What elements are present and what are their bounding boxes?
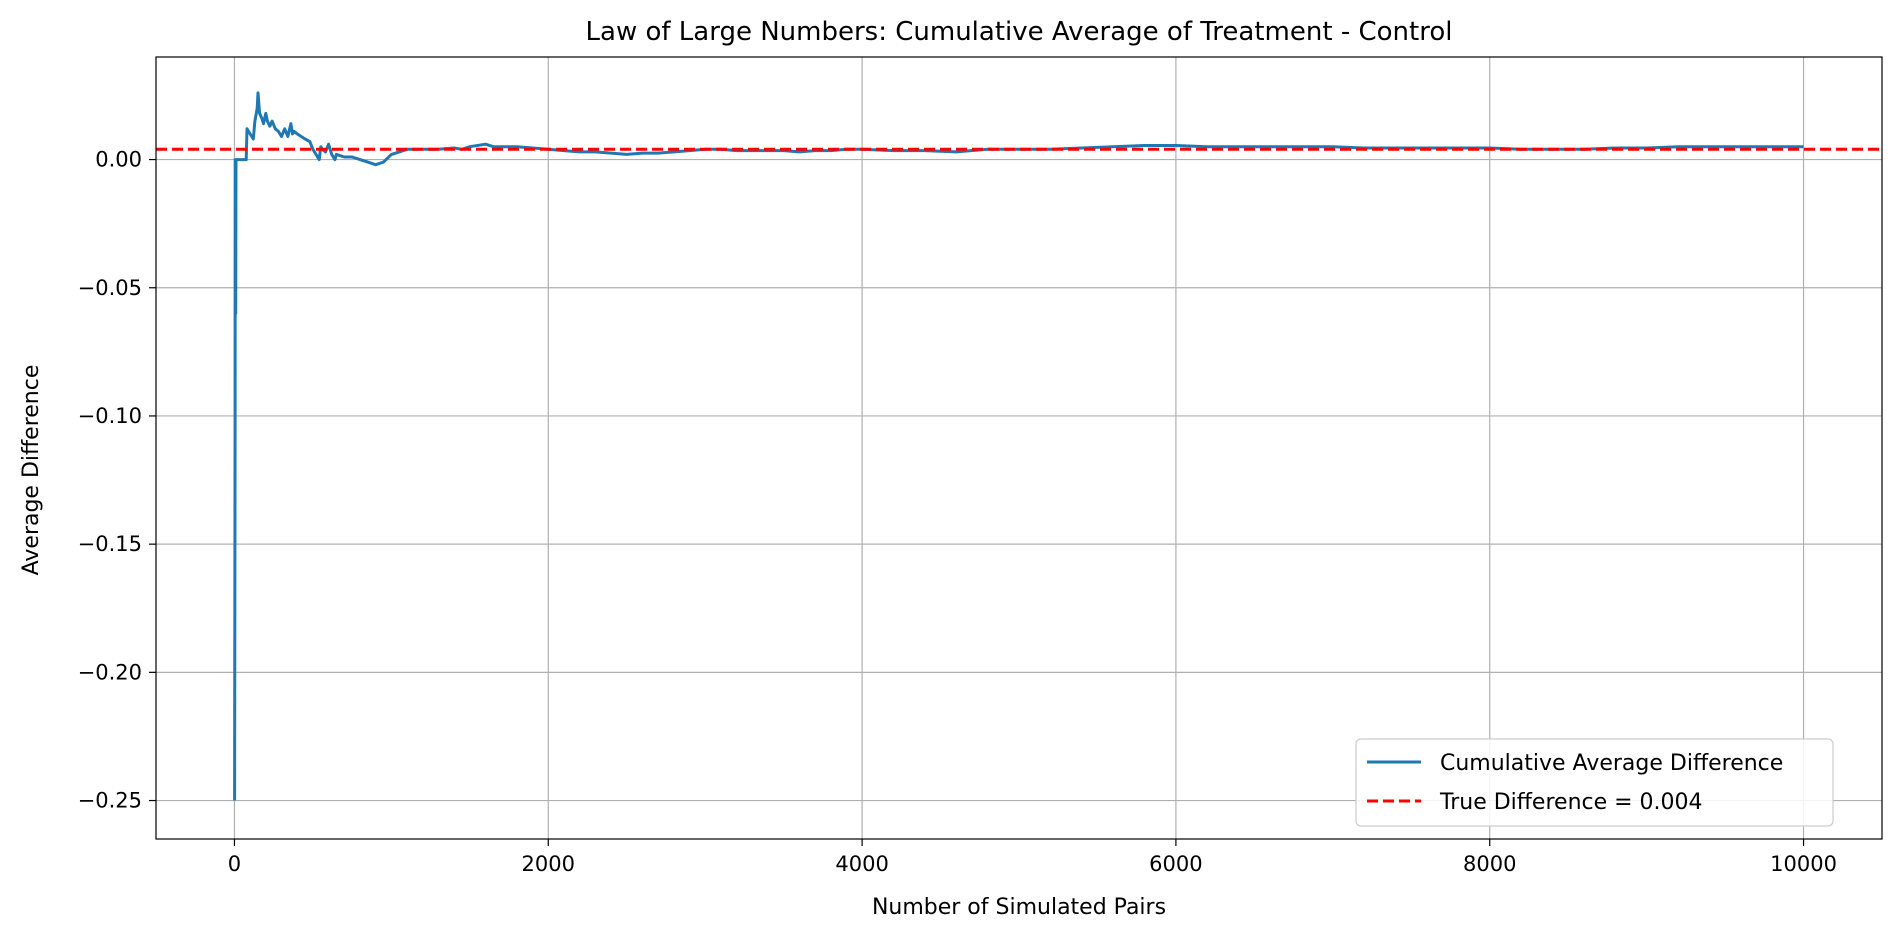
x-tick-label: 6000 xyxy=(1149,852,1202,876)
series-line-cumulative-average xyxy=(233,91,1804,801)
legend: Cumulative Average Difference True Diffe… xyxy=(1355,738,1834,827)
y-tick-label: −0.25 xyxy=(78,789,142,813)
chart-title: Law of Large Numbers: Cumulative Average… xyxy=(586,17,1453,47)
x-tick-label: 8000 xyxy=(1463,852,1516,876)
y-tick-label: −0.20 xyxy=(78,660,142,684)
y-tick-label: −0.10 xyxy=(78,404,142,428)
x-tick-label: 10000 xyxy=(1770,852,1837,876)
x-tick-label: 2000 xyxy=(522,852,575,876)
x-tick-label: 4000 xyxy=(835,852,888,876)
legend-label-cumulative: Cumulative Average Difference xyxy=(1440,751,1783,776)
grid xyxy=(156,57,1882,839)
series-layer xyxy=(156,91,1882,801)
y-tick-label: 0.00 xyxy=(95,148,142,172)
legend-box xyxy=(1355,738,1834,827)
x-tick-label: 0 xyxy=(228,852,241,876)
y-axis-label: Average Difference xyxy=(19,365,44,576)
y-tick-label: −0.05 xyxy=(78,276,142,300)
ticks: 0 2000 4000 6000 8000 10000 0.00 −0.05 −0.10 −0.1… xyxy=(78,148,1837,876)
y-tick-label: −0.15 xyxy=(78,532,142,556)
legend-label-true-difference: True Difference = 0.004 xyxy=(1439,790,1703,815)
x-axis-label: Number of Simulated Pairs xyxy=(872,895,1166,920)
plot-frame xyxy=(155,56,1883,840)
